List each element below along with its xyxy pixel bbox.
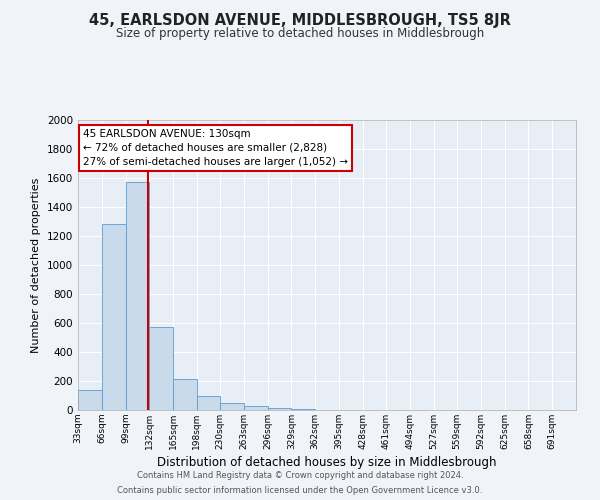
Text: Contains HM Land Registry data © Crown copyright and database right 2024.: Contains HM Land Registry data © Crown c… xyxy=(137,471,463,480)
Bar xyxy=(197,396,220,410)
Text: Size of property relative to detached houses in Middlesbrough: Size of property relative to detached ho… xyxy=(116,28,484,40)
X-axis label: Distribution of detached houses by size in Middlesbrough: Distribution of detached houses by size … xyxy=(157,456,497,469)
Text: 45 EARLSDON AVENUE: 130sqm
← 72% of detached houses are smaller (2,828)
27% of s: 45 EARLSDON AVENUE: 130sqm ← 72% of deta… xyxy=(83,128,348,166)
Text: Contains public sector information licensed under the Open Government Licence v3: Contains public sector information licen… xyxy=(118,486,482,495)
Bar xyxy=(102,224,125,410)
Bar xyxy=(268,408,292,410)
Bar xyxy=(173,379,197,410)
Bar xyxy=(244,406,268,410)
Bar xyxy=(220,403,244,410)
Y-axis label: Number of detached properties: Number of detached properties xyxy=(31,178,41,352)
Bar xyxy=(149,328,173,410)
Bar xyxy=(78,390,102,410)
Bar xyxy=(125,182,149,410)
Text: 45, EARLSDON AVENUE, MIDDLESBROUGH, TS5 8JR: 45, EARLSDON AVENUE, MIDDLESBROUGH, TS5 … xyxy=(89,12,511,28)
